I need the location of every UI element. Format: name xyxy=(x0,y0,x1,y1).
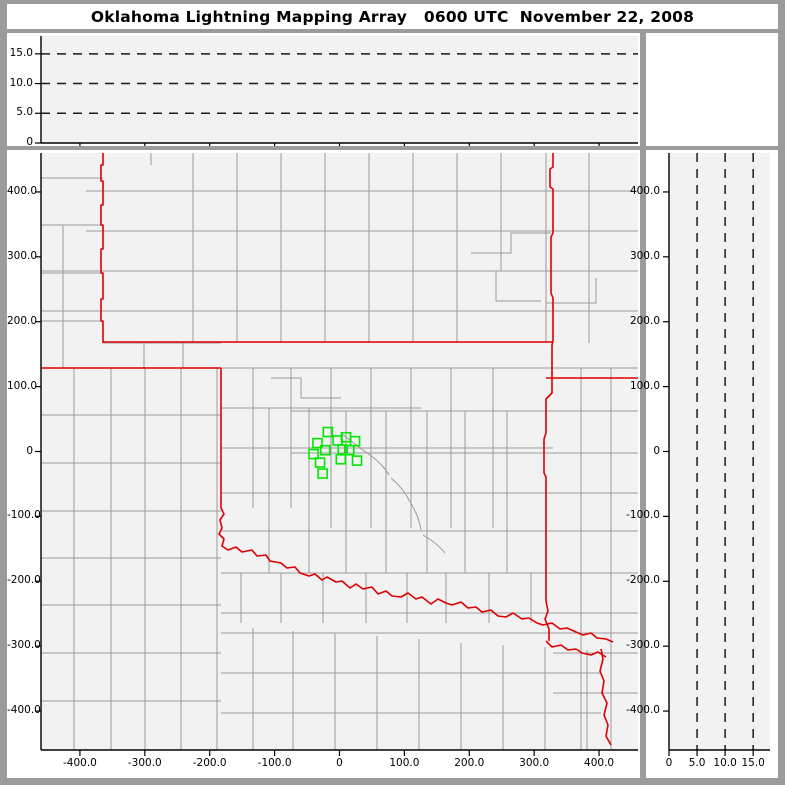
plan-view-map-panel: -400.0 -300.0 -200.0 -100.0 0 100.0 200.0 300.0… xyxy=(7,150,640,778)
map-ytick-label: -400.0 xyxy=(7,704,41,717)
map-xtick-label: 300.0 xyxy=(519,757,550,769)
altitude-vs-east-west-panel: -400.0-300.0-200.0-100.00100.0200.0300.0… xyxy=(7,33,640,162)
right-ytick-label: 100.0 xyxy=(629,379,660,392)
right-plot-svg xyxy=(696,153,754,750)
right-ytick-label: 300.0 xyxy=(629,249,660,262)
source-count-histogram-panel xyxy=(646,33,778,146)
lightning-source-marker xyxy=(319,444,331,456)
lightning-source-marker xyxy=(343,444,355,456)
map-ytick-label: 0 xyxy=(26,444,33,457)
map-xtick-label: -300.0 xyxy=(127,757,162,769)
right-plot-area xyxy=(669,153,770,750)
lightning-source-marker xyxy=(314,457,326,468)
state-boundaries xyxy=(41,153,638,746)
right-ytick-label: -100.0 xyxy=(626,509,660,522)
right-ytick-label: -300.0 xyxy=(626,639,660,652)
map-ytick-label: 100.0 xyxy=(7,379,38,392)
right-xtick-label: 0 xyxy=(665,757,673,769)
map-xtick-label: 400.0 xyxy=(584,757,615,769)
right-ytick-label: -200.0 xyxy=(626,574,660,587)
map-xtick-label: 0 xyxy=(336,757,343,769)
lightning-source-markers xyxy=(308,426,363,479)
county-boundaries xyxy=(41,153,638,750)
right-ytick-label: 200.0 xyxy=(629,314,660,327)
lightning-source-marker xyxy=(317,468,328,479)
right-ytick-label: -400.0 xyxy=(626,704,660,717)
map-ytick-label: 300.0 xyxy=(7,249,38,262)
map-ytick-label: -100.0 xyxy=(7,509,41,522)
lightning-source-marker xyxy=(322,426,334,438)
right-gridlines xyxy=(696,153,754,750)
right-ytick-label: 400.0 xyxy=(629,184,660,197)
map-xtick-label: -400.0 xyxy=(62,757,97,769)
right-xtick-label: 10.0 xyxy=(713,757,737,769)
map-xtick-label: -200.0 xyxy=(192,757,227,769)
altitude-vs-north-south-panel: 0 5.0 10.0 15.0 400.0 300.0 200.0 100.0 0 -100.0 -… xyxy=(626,150,778,778)
title-bar: Oklahoma Lightning Mapping Array 0600 UT… xyxy=(7,4,778,29)
right-ytick-label: 0 xyxy=(653,444,660,457)
right-xtick-label: 15.0 xyxy=(741,757,765,769)
lightning-source-marker xyxy=(349,435,361,447)
lightning-source-marker xyxy=(308,448,319,460)
map-svg xyxy=(41,153,638,750)
top-plot-area xyxy=(41,36,638,143)
top-ytick-label: 10.0 xyxy=(9,76,33,89)
top-plot-svg xyxy=(41,53,638,115)
top-ytick-label: 5.0 xyxy=(16,106,33,119)
right-xtick-label: 5.0 xyxy=(688,757,706,769)
map-xtick-label: 200.0 xyxy=(454,757,485,769)
map-ytick-label: -300.0 xyxy=(7,639,41,652)
map-plot-area[interactable] xyxy=(41,153,638,750)
map-ytick-label: 400.0 xyxy=(7,184,38,197)
map-xtick-label: -100.0 xyxy=(257,757,292,769)
map-xtick-label: 100.0 xyxy=(389,757,420,769)
top-ytick-label: 0 xyxy=(26,136,33,148)
lightning-source-marker xyxy=(351,455,363,466)
top-gridlines xyxy=(41,53,638,115)
lightning-source-marker xyxy=(312,437,323,449)
top-ytick-label: 15.0 xyxy=(9,46,33,59)
page-title: Oklahoma Lightning Mapping Array 0600 UT… xyxy=(90,7,695,26)
map-ytick-label: 200.0 xyxy=(7,314,38,327)
lightning-source-marker xyxy=(335,453,347,465)
map-ytick-label: -200.0 xyxy=(7,574,41,587)
